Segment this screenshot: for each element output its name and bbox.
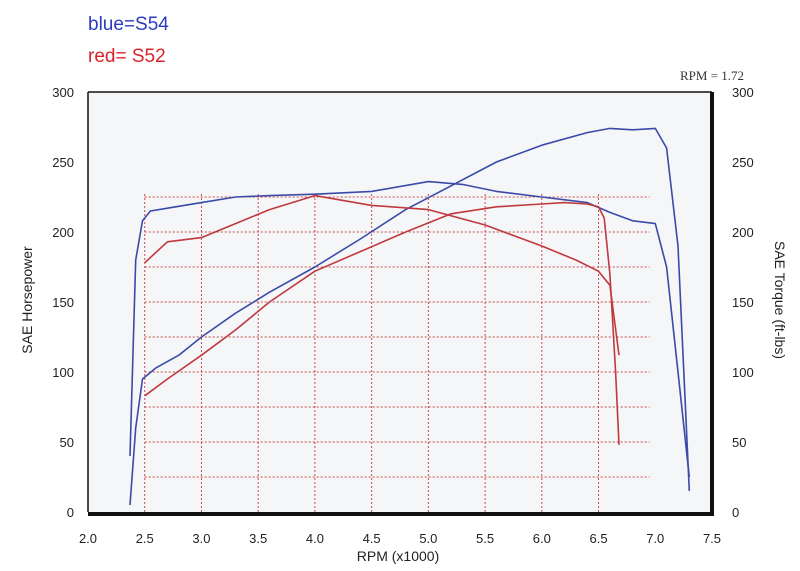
rpm-factor-note: RPM = 1.72 [680, 68, 744, 83]
plot-frame [87, 91, 714, 516]
y2-tick-label: 300 [732, 85, 754, 100]
plot-area [88, 92, 712, 512]
y-tick-label: 300 [52, 85, 74, 100]
y-tick-label: 0 [67, 505, 74, 520]
series-line-s52-horsepower [144, 201, 620, 445]
x-tick-label: 5.5 [476, 531, 494, 546]
x-tick-label: 7.0 [646, 531, 664, 546]
y-tick-label: 150 [52, 295, 74, 310]
y2-tick-label: 150 [732, 295, 754, 310]
y-tick-label: 100 [52, 365, 74, 380]
x-tick-label: 2.0 [79, 531, 97, 546]
y2-tick-label: 100 [732, 365, 754, 380]
x-tick-label: 7.5 [703, 531, 721, 546]
series-line-s54-horsepower [129, 127, 691, 506]
x-tick-label: 5.0 [419, 531, 437, 546]
x-tick-label: 2.5 [136, 531, 154, 546]
x-tick-label: 4.5 [363, 531, 381, 546]
y2-tick-label: 200 [732, 225, 754, 240]
x-tick-label: 6.0 [533, 531, 551, 546]
legend-s52: red= S52 [88, 46, 166, 67]
y-tick-label: 250 [52, 155, 74, 170]
x-tick-label: 3.0 [192, 531, 210, 546]
x-tick-label: 4.0 [306, 531, 324, 546]
y-axis-title-left: SAE Horsepower [19, 246, 35, 354]
y2-tick-label: 0 [732, 505, 739, 520]
series-line-s54-torque [129, 180, 691, 478]
y2-tick-label: 50 [732, 435, 746, 450]
y-axis-title-right: SAE Torque (ft-lbs) [772, 241, 788, 359]
series-line-s52-torque [144, 194, 620, 356]
legend-s54: blue=S54 [88, 14, 169, 35]
x-tick-label: 3.5 [249, 531, 267, 546]
y-tick-label: 200 [52, 225, 74, 240]
series-layer [129, 127, 691, 506]
x-axis-title: RPM (x1000) [357, 548, 439, 564]
grid [144, 192, 650, 512]
y-tick-label: 50 [60, 435, 74, 450]
y2-tick-label: 250 [732, 155, 754, 170]
tick-labels: 0 50 100 150 200 250 300 0 50 100 150 200 250 300 2.0 2… [52, 85, 753, 546]
x-tick-label: 6.5 [590, 531, 608, 546]
